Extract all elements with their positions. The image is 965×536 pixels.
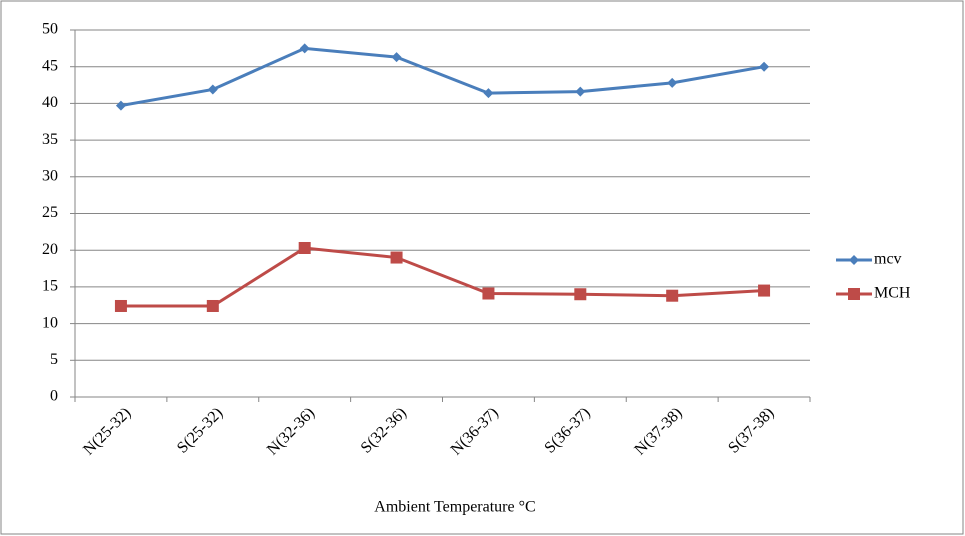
legend-marker <box>849 255 859 265</box>
series-line <box>120 46 765 108</box>
y-tick-label: 25 <box>42 204 58 221</box>
data-point <box>298 241 311 254</box>
y-tick-label: 30 <box>42 167 58 184</box>
y-tick-label: 45 <box>42 57 58 74</box>
y-tick-label: 5 <box>50 351 58 368</box>
series <box>115 43 770 111</box>
data-point <box>482 287 495 300</box>
legend-label: MCH <box>874 285 911 302</box>
data-point <box>206 299 219 312</box>
series <box>114 241 771 312</box>
data-point <box>574 288 587 301</box>
x-axis-label: Ambient Temperature °C <box>374 499 535 516</box>
data-point <box>207 84 218 95</box>
data-point <box>758 284 771 297</box>
data-point <box>299 43 310 54</box>
y-tick-label: 50 <box>42 21 58 38</box>
data-point <box>759 61 770 72</box>
data-point <box>666 289 679 302</box>
data-point <box>667 77 678 88</box>
data-point <box>390 251 403 264</box>
legend-label: mcv <box>874 251 902 268</box>
data-point <box>114 299 127 312</box>
legend-marker <box>848 288 860 300</box>
data-point <box>483 88 494 99</box>
y-tick-label: 15 <box>42 278 58 295</box>
y-tick-label: 10 <box>42 314 58 331</box>
data-point <box>575 86 586 97</box>
data-point <box>391 52 402 63</box>
y-tick-label: 40 <box>42 94 58 111</box>
y-tick-label: 20 <box>42 241 58 258</box>
y-tick-label: 0 <box>50 388 58 405</box>
data-point <box>115 100 126 111</box>
series-line <box>120 246 765 308</box>
y-tick-label: 35 <box>42 131 58 148</box>
